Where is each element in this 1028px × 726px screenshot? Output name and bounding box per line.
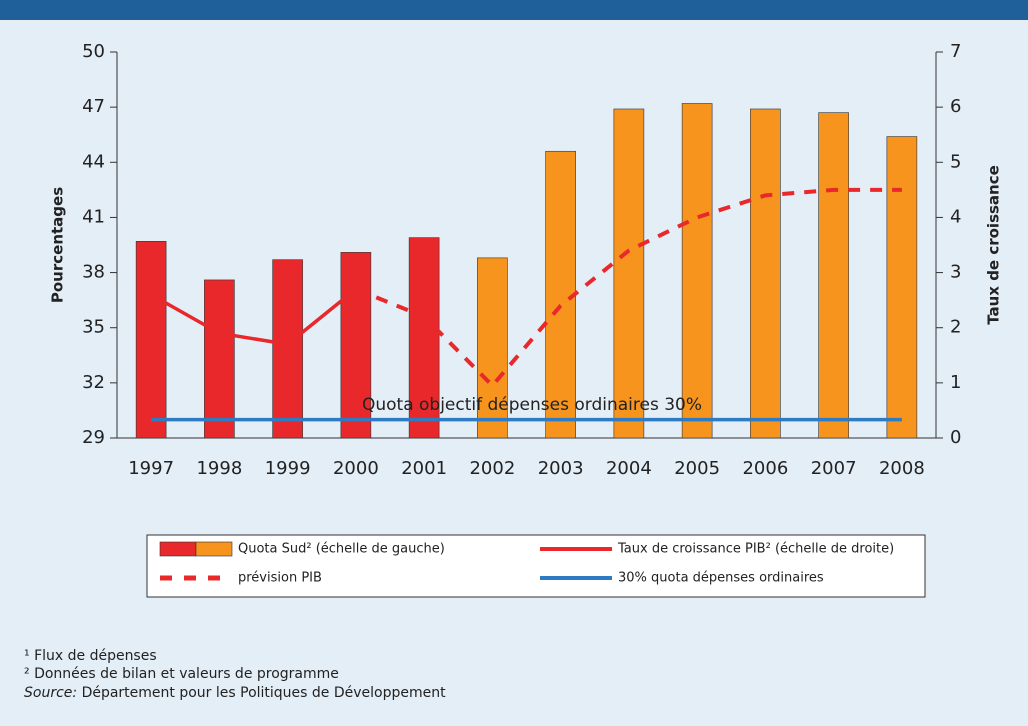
source-text: Département pour les Politiques de Dével… [81,685,446,701]
legend-swatch [195,541,233,557]
legend-label: Taux de croissance PIB² (échelle de droi… [617,542,894,557]
y-tick-label: 41 [82,206,105,227]
y-tick-label: 38 [82,262,105,283]
footnote: ² Données de bilan et valeurs de program… [24,666,339,682]
y2-tick-label: 3 [950,262,961,283]
y2-tick-label: 6 [950,96,961,117]
line [150,287,357,347]
legend-label: Quota Sud² (échelle de gauche) [238,542,445,557]
y-tick-label: 35 [82,317,105,338]
x-tick-label: 2007 [811,458,857,479]
legend-box [146,534,926,598]
bar [272,259,303,439]
bar [545,150,576,439]
bar [477,257,508,439]
y-tick-label: 47 [82,96,105,117]
bar [613,108,645,439]
x-tick-label: 2004 [606,458,652,479]
bar [681,103,713,439]
x-tick-label: 2008 [879,458,925,479]
legend-swatch [159,541,197,557]
source: Source: Département pour les Politiques … [24,685,446,701]
top-band [0,0,1028,20]
y-axis-label: Pourcentages [49,187,67,303]
y2-tick-label: 7 [950,41,961,62]
x-tick-label: 1997 [128,458,174,479]
y-tick-label: 29 [82,427,105,448]
legend-label: prévision PIB [238,571,322,586]
bar [340,252,372,439]
y-tick-label: 32 [82,372,105,393]
y2-tick-label: 1 [950,372,961,393]
x-tick-label: 1998 [196,458,242,479]
bar [204,279,235,439]
y2-axis-label: Taux de croissance [985,165,1003,325]
footnote: ¹ Flux de dépenses [24,648,157,664]
x-tick-label: 2002 [469,458,515,479]
bar [135,241,167,439]
y2-tick-label: 2 [950,317,961,338]
y2-tick-label: 4 [950,206,961,227]
x-tick-label: 1999 [265,458,311,479]
x-tick-label: 2005 [674,458,720,479]
y-tick-label: 50 [82,41,105,62]
line [355,187,902,389]
bar [750,108,781,439]
x-tick-label: 2001 [401,458,447,479]
x-tick-label: 2000 [333,458,379,479]
x-tick-label: 2006 [742,458,788,479]
bar [408,237,440,439]
bar [818,112,849,439]
annotation: Quota objectif dépenses ordinaires 30% [362,395,702,415]
y2-tick-label: 5 [950,151,961,172]
y2-tick-label: 0 [950,427,961,448]
bar [886,136,918,439]
chart: Pourcentages Taux de croissance 29323538… [49,41,1003,598]
source-label: Source: [24,685,78,701]
y-tick-label: 44 [82,151,105,172]
legend-label: 30% quota dépenses ordinaires [618,571,824,586]
x-tick-label: 2003 [538,458,584,479]
